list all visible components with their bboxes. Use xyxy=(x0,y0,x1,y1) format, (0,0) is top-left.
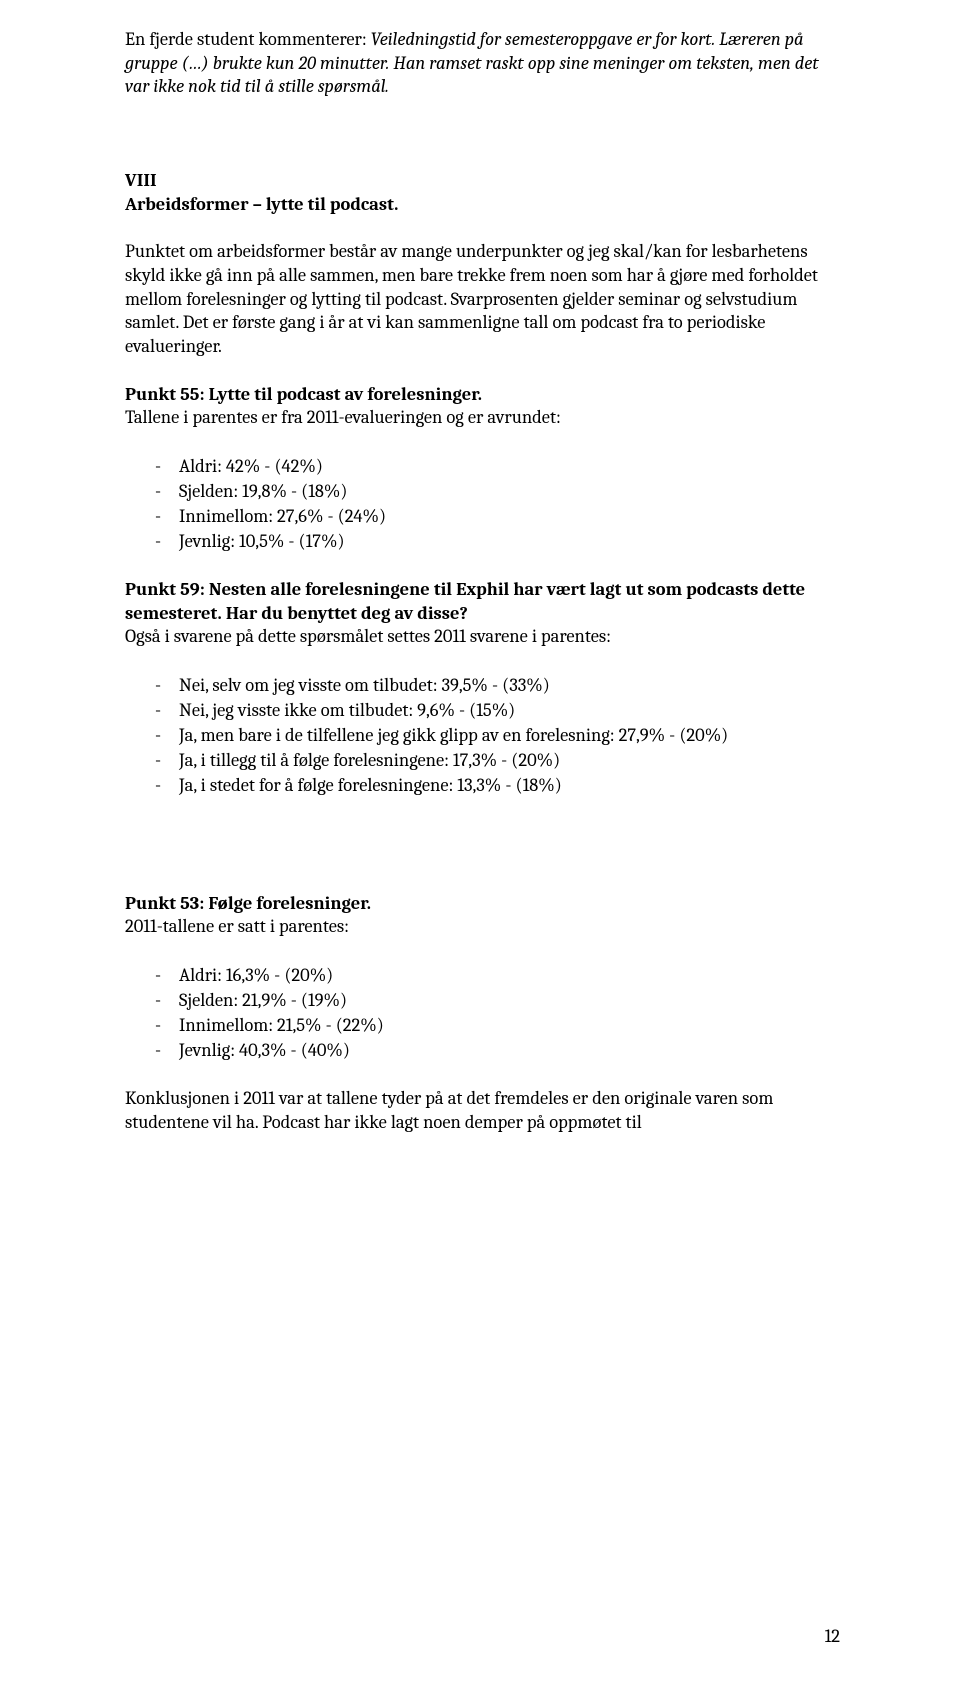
punkt55-heading: Punkt 55: Lytte til podcast av forelesni… xyxy=(125,383,835,407)
document-page: En fjerde student kommenterer: Veilednin… xyxy=(0,0,960,1681)
punkt59-list: Nei, selv om jeg visste om tilbudet: 39,… xyxy=(125,673,835,798)
list-item: Sjelden: 19,8% - (18%) xyxy=(125,479,835,504)
punkt59-sub: Også i svarene på dette spørsmålet sette… xyxy=(125,625,835,649)
list-item: Ja, i tillegg til å følge forelesningene… xyxy=(125,748,835,773)
punkt59-heading: Punkt 59: Nesten alle forelesningene til… xyxy=(125,578,835,625)
punkt53-list: Aldri: 16,3% - (20%) Sjelden: 21,9% - (1… xyxy=(125,963,835,1063)
section-body: Punktet om arbeidsformer består av mange… xyxy=(125,240,835,358)
section-numeral: VIII xyxy=(125,169,835,193)
conclusion-paragraph: Konklusjonen i 2011 var at tallene tyder… xyxy=(125,1087,835,1134)
list-item: Innimellom: 27,6% - (24%) xyxy=(125,504,835,529)
page-number: 12 xyxy=(825,1625,840,1647)
punkt53-heading: Punkt 53: Følge forelesninger. xyxy=(125,892,835,916)
list-item: Ja, men bare i de tilfellene jeg gikk gl… xyxy=(125,723,835,748)
list-item: Nei, selv om jeg visste om tilbudet: 39,… xyxy=(125,673,835,698)
list-item: Ja, i stedet for å følge forelesningene:… xyxy=(125,773,835,798)
list-item: Jevnlig: 40,3% - (40%) xyxy=(125,1038,835,1063)
list-item: Sjelden: 21,9% - (19%) xyxy=(125,988,835,1013)
punkt53-sub: 2011-tallene er satt i parentes: xyxy=(125,915,835,939)
list-item: Nei, jeg visste ikke om tilbudet: 9,6% -… xyxy=(125,698,835,723)
intro-plain: En fjerde student kommenterer: xyxy=(125,28,371,50)
list-item: Aldri: 16,3% - (20%) xyxy=(125,963,835,988)
list-item: Jevnlig: 10,5% - (17%) xyxy=(125,529,835,554)
section-title: Arbeidsformer – lytte til podcast. xyxy=(125,193,835,217)
list-item: Aldri: 42% - (42%) xyxy=(125,454,835,479)
punkt55-list: Aldri: 42% - (42%) Sjelden: 19,8% - (18%… xyxy=(125,454,835,554)
intro-paragraph: En fjerde student kommenterer: Veilednin… xyxy=(125,28,835,99)
list-item: Innimellom: 21,5% - (22%) xyxy=(125,1013,835,1038)
punkt55-sub: Tallene i parentes er fra 2011-evaluerin… xyxy=(125,406,835,430)
